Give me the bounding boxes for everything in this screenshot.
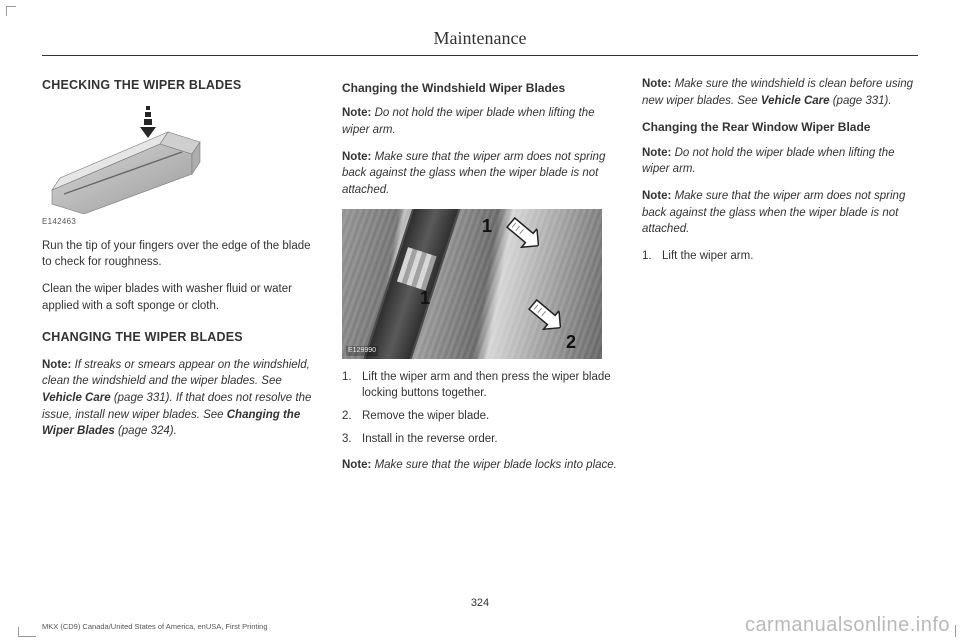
callout-2: 2 [566,329,576,355]
content-columns: CHECKING THE WIPER BLADES [42,76,918,484]
note-text: Do not hold the wiper blade when lifting… [642,147,895,176]
figure-code: E129990 [346,346,378,356]
note-label: Note: [342,459,371,471]
note-text: If streaks or smears appear on the winds… [42,359,310,388]
note-text: (page 324). [115,425,177,437]
note: Note: Make sure the windshield is clean … [642,76,918,109]
footer-text: MKX (CD9) Canada/United States of Americ… [42,622,268,631]
spacer [342,361,618,369]
note-label: Note: [342,107,371,119]
paragraph: Run the tip of your fingers over the edg… [42,238,318,271]
note: Note: If streaks or smears appear on the… [42,357,318,440]
step-list: Lift the wiper arm and then press the wi… [342,369,618,448]
note-text: (page 331). [830,95,892,107]
note-label: Note: [642,190,671,202]
step-item: Install in the reverse order. [342,431,618,448]
note-text: Make sure that the wiper arm does not sp… [342,151,605,196]
link-vehicle-care: Vehicle Care [761,95,830,107]
note-label: Note: [642,147,671,159]
column-3: Note: Make sure the windshield is clean … [642,76,918,484]
callout-1: 1 [420,285,430,311]
column-2: Changing the Windshield Wiper Blades Not… [342,76,618,484]
step-item: Remove the wiper blade. [342,408,618,425]
heading-changing-wiper-blades: CHANGING THE WIPER BLADES [42,328,318,346]
note-label: Note: [642,78,671,90]
note-text: Make sure that the wiper arm does not sp… [642,190,905,235]
heading-checking-wiper-blades: CHECKING THE WIPER BLADES [42,76,318,94]
paragraph: Clean the wiper blades with washer fluid… [42,281,318,314]
link-vehicle-care: Vehicle Care [42,392,111,404]
note-text: Do not hold the wiper blade when lifting… [342,107,595,136]
note-text: Make sure that the wiper blade locks int… [371,459,616,471]
note: Note: Make sure that the wiper blade loc… [342,457,618,474]
watermark: carmanualsonline.info [745,614,950,637]
note: Note: Do not hold the wiper blade when l… [642,145,918,178]
note: Note: Make sure that the wiper arm does … [342,149,618,199]
heading-changing-windshield-wiper-blades: Changing the Windshield Wiper Blades [342,80,618,97]
wiper-blade-illustration [42,104,212,214]
heading-changing-rear-wiper-blade: Changing the Rear Window Wiper Blade [642,119,918,136]
figure-wiper-blade-check [42,104,212,214]
step-list: Lift the wiper arm. [642,248,918,265]
note-label: Note: [42,359,71,371]
figure-code: E142463 [42,216,318,228]
page-title: Maintenance [42,28,918,49]
page-number: 324 [0,597,960,609]
note: Note: Do not hold the wiper blade when l… [342,105,618,138]
column-1: CHECKING THE WIPER BLADES [42,76,318,484]
step-item: Lift the wiper arm. [642,248,918,265]
note-label: Note: [342,151,371,163]
figure-windshield-wiper-change: 1 1 2 E129990 [342,209,602,359]
step-item: Lift the wiper arm and then press the wi… [342,369,618,402]
page-header: Maintenance [42,28,918,56]
page: Maintenance CHECKING THE WIPER BLADES [0,0,960,643]
note: Note: Make sure that the wiper arm does … [642,188,918,238]
callout-1: 1 [482,213,492,239]
